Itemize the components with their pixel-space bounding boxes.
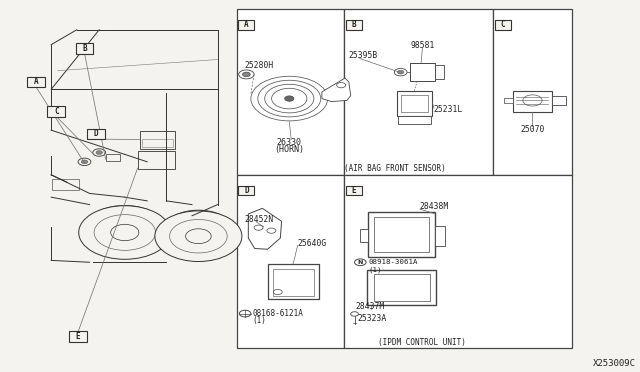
Bar	[410, 63, 435, 81]
Circle shape	[155, 211, 242, 262]
Bar	[397, 91, 432, 116]
Text: (HORN): (HORN)	[275, 145, 304, 154]
Circle shape	[93, 149, 106, 156]
Circle shape	[355, 259, 366, 266]
Text: 25640G: 25640G	[298, 239, 327, 248]
Text: 28452N: 28452N	[244, 215, 274, 224]
Text: C: C	[500, 20, 506, 29]
Bar	[87, 129, 105, 139]
Bar	[346, 20, 362, 29]
Bar	[367, 270, 436, 305]
Bar	[435, 65, 444, 79]
Text: N: N	[358, 260, 363, 265]
Bar	[142, 139, 173, 147]
Circle shape	[111, 224, 139, 241]
Circle shape	[239, 70, 254, 79]
Text: B: B	[82, 44, 87, 53]
Bar	[52, 179, 79, 190]
Bar	[273, 269, 314, 296]
Bar	[368, 212, 435, 257]
Bar	[493, 9, 572, 175]
Text: E: E	[351, 186, 356, 195]
Circle shape	[243, 72, 250, 77]
Bar	[435, 226, 445, 246]
Circle shape	[96, 151, 102, 154]
Bar	[47, 106, 65, 117]
Circle shape	[285, 96, 294, 101]
Circle shape	[78, 158, 91, 166]
Text: 08168-6121A: 08168-6121A	[253, 309, 303, 318]
Text: 08918-3061A: 08918-3061A	[369, 259, 418, 265]
Bar	[504, 98, 513, 103]
Circle shape	[79, 206, 171, 259]
Text: (1): (1)	[253, 316, 267, 325]
Bar	[401, 95, 428, 112]
Circle shape	[81, 160, 88, 164]
Text: 25395B: 25395B	[349, 51, 378, 60]
Bar	[346, 186, 362, 195]
Text: X253009C: X253009C	[593, 359, 636, 368]
Circle shape	[94, 215, 156, 250]
Text: 25323A: 25323A	[357, 314, 387, 323]
Bar	[237, 175, 344, 348]
Text: 28438M: 28438M	[420, 202, 449, 211]
Polygon shape	[322, 78, 351, 102]
Polygon shape	[248, 208, 282, 249]
Bar	[513, 91, 552, 112]
Ellipse shape	[523, 95, 542, 106]
Circle shape	[267, 228, 276, 233]
Text: 25280H: 25280H	[244, 61, 274, 70]
Bar	[76, 43, 93, 54]
Text: (AIR BAG FRONT SENSOR): (AIR BAG FRONT SENSOR)	[344, 164, 445, 173]
Bar	[239, 20, 255, 29]
Text: (IPDM CONTROL UNIT): (IPDM CONTROL UNIT)	[378, 339, 467, 347]
Bar	[552, 96, 566, 105]
Text: 28437M: 28437M	[356, 302, 385, 311]
Bar	[239, 186, 255, 195]
Bar	[268, 264, 319, 299]
Bar	[106, 154, 120, 161]
Bar	[344, 9, 493, 175]
Bar	[374, 274, 430, 301]
Bar	[398, 116, 431, 124]
Text: A: A	[33, 77, 38, 86]
Bar	[360, 229, 368, 242]
Text: (1): (1)	[369, 266, 382, 273]
Circle shape	[254, 225, 263, 230]
Circle shape	[273, 289, 282, 295]
Circle shape	[337, 83, 346, 88]
Text: 25070: 25070	[520, 125, 545, 134]
Text: C: C	[54, 107, 59, 116]
Circle shape	[394, 68, 407, 76]
Circle shape	[351, 312, 358, 316]
Text: 25231L: 25231L	[434, 105, 463, 114]
Circle shape	[239, 310, 251, 317]
Bar	[237, 9, 344, 175]
Text: E: E	[76, 332, 81, 341]
Bar	[495, 20, 511, 29]
Circle shape	[397, 70, 404, 74]
Text: B: B	[351, 20, 356, 29]
Bar	[344, 175, 572, 348]
Text: 26330: 26330	[276, 138, 302, 147]
Text: D: D	[93, 129, 99, 138]
Circle shape	[186, 229, 211, 244]
Text: A: A	[244, 20, 249, 29]
Circle shape	[170, 219, 227, 253]
Text: 98581: 98581	[410, 41, 435, 50]
Bar	[374, 217, 429, 252]
Bar	[140, 131, 175, 149]
Bar	[27, 77, 45, 87]
Bar	[69, 331, 87, 342]
Text: D: D	[244, 186, 249, 195]
Bar	[138, 151, 175, 169]
